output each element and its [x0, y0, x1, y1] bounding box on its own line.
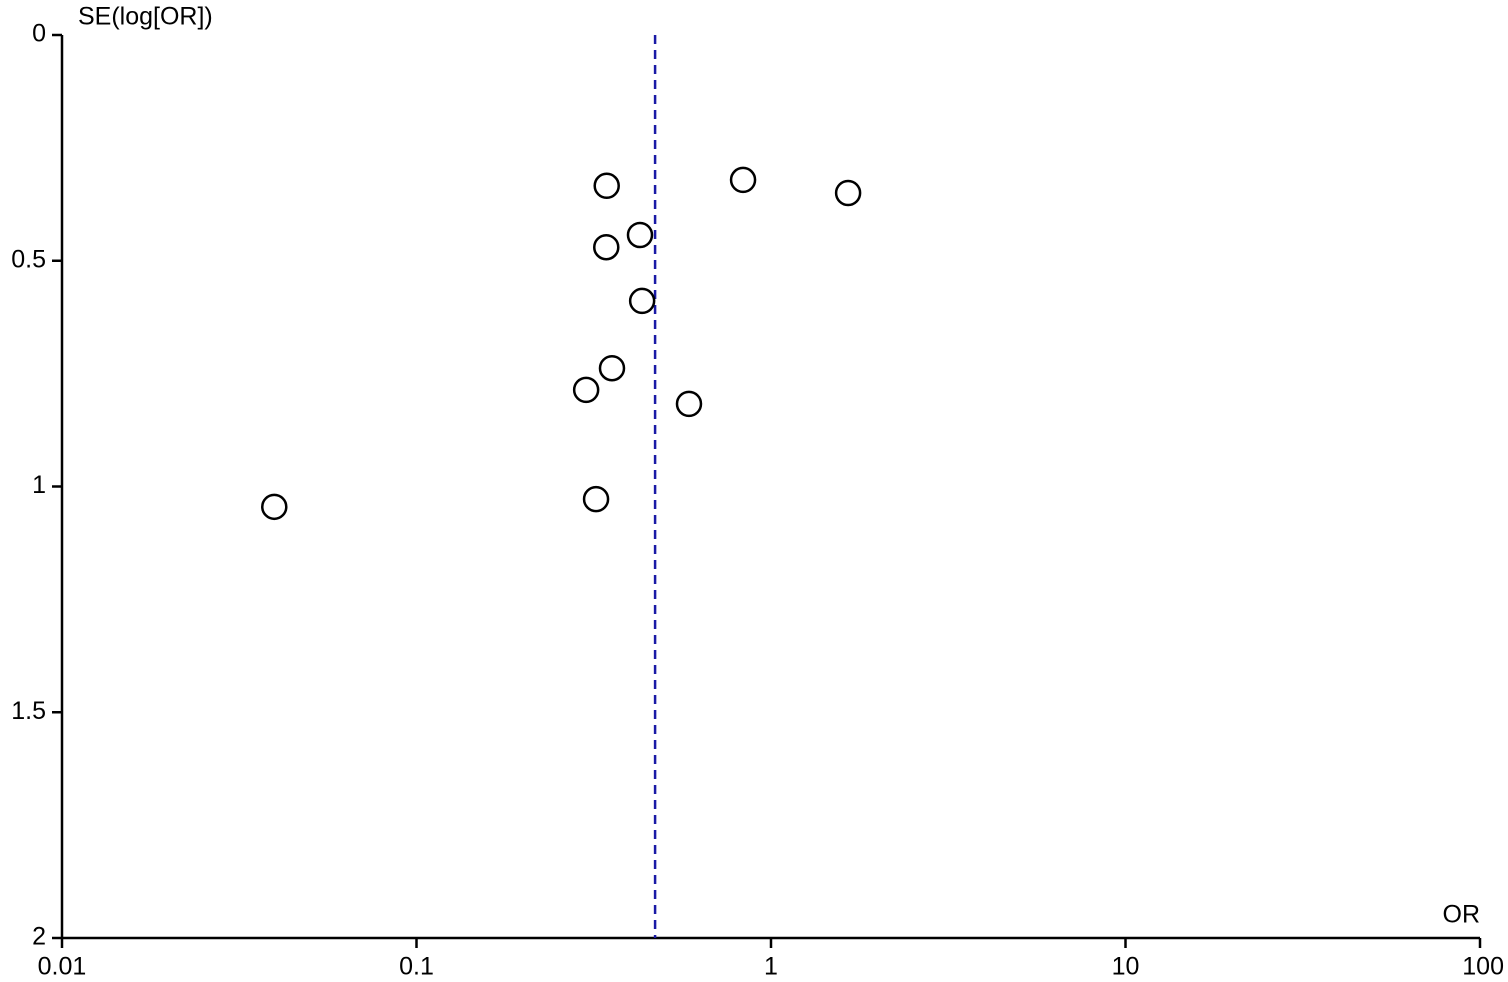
x-tick-label: 10 [1112, 953, 1140, 981]
marker [598, 354, 626, 382]
marker [593, 172, 620, 200]
y-axis-label: SE(log[OR]) [78, 3, 213, 31]
marker [729, 166, 757, 194]
x-tick-label: 1 [764, 953, 778, 981]
y-tick-label: 0 [32, 20, 46, 48]
marker [582, 485, 610, 513]
marker [834, 179, 862, 207]
y-tick-label: 1 [32, 471, 46, 499]
x-tick-label: 0.1 [399, 953, 434, 981]
x-tick-label: 0.01 [38, 953, 87, 981]
marker [675, 390, 703, 418]
y-tick-label: 1.5 [11, 697, 46, 725]
x-axis-label: OR [1443, 901, 1481, 929]
y-tick-label: 0.5 [11, 245, 46, 273]
marker [593, 233, 620, 261]
y-tick-label: 2 [32, 923, 46, 951]
marker [628, 287, 656, 315]
marker [572, 376, 600, 404]
x-tick-label: 100 [1462, 953, 1504, 981]
marker [261, 493, 288, 521]
marker [626, 221, 654, 249]
